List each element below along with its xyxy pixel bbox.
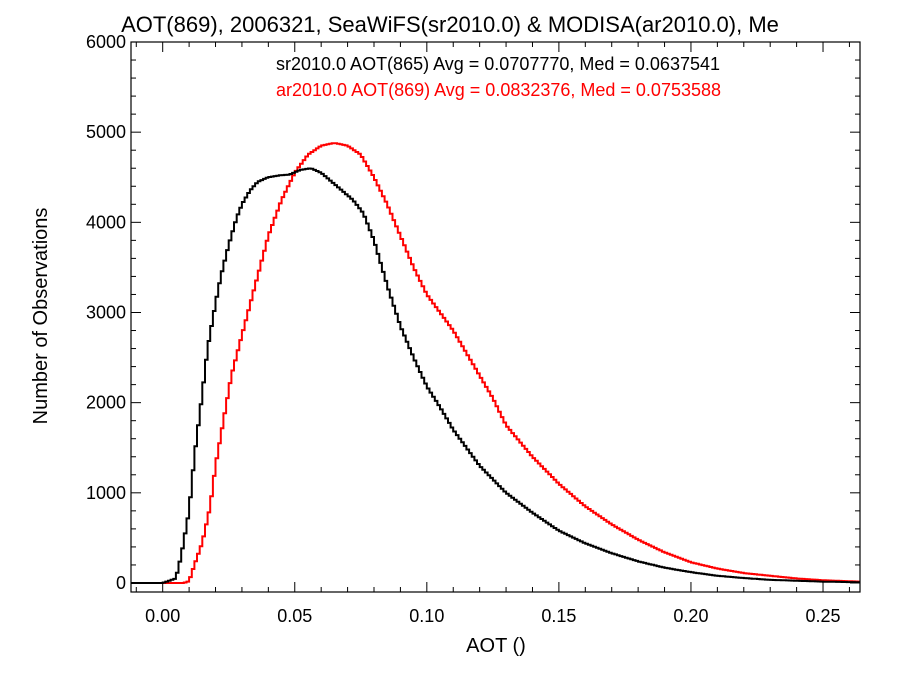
x-tick-label: 0.00 [145, 606, 180, 626]
red-series-annotation: ar2010.0 AOT(869) Avg = 0.0832376, Med =… [276, 80, 721, 100]
plot-frame [130, 41, 861, 593]
series-line-red [131, 142, 860, 584]
y-tick-label: 4000 [86, 212, 126, 232]
series-line-black [131, 167, 860, 584]
y-axis-label: Number of Observations [30, 208, 52, 425]
chart-title: AOT(869), 2006321, SeaWiFS(sr2010.0) & M… [121, 12, 779, 37]
black-series-annotation: sr2010.0 AOT(865) Avg = 0.0707770, Med =… [276, 54, 720, 74]
x-tick-label: 0.20 [673, 606, 708, 626]
x-axis-label: AOT () [466, 635, 526, 657]
y-tick-label: 6000 [86, 32, 126, 52]
x-tick-label: 0.25 [805, 606, 840, 626]
y-tick-label: 0 [116, 573, 126, 593]
x-tick-label: 0.10 [409, 606, 444, 626]
x-tick-label: 0.15 [541, 606, 576, 626]
y-tick-label: 5000 [86, 122, 126, 142]
y-tick-label: 3000 [86, 302, 126, 322]
x-tick-label: 0.05 [277, 606, 312, 626]
y-tick-label: 2000 [86, 393, 126, 413]
y-tick-label: 1000 [86, 483, 126, 503]
